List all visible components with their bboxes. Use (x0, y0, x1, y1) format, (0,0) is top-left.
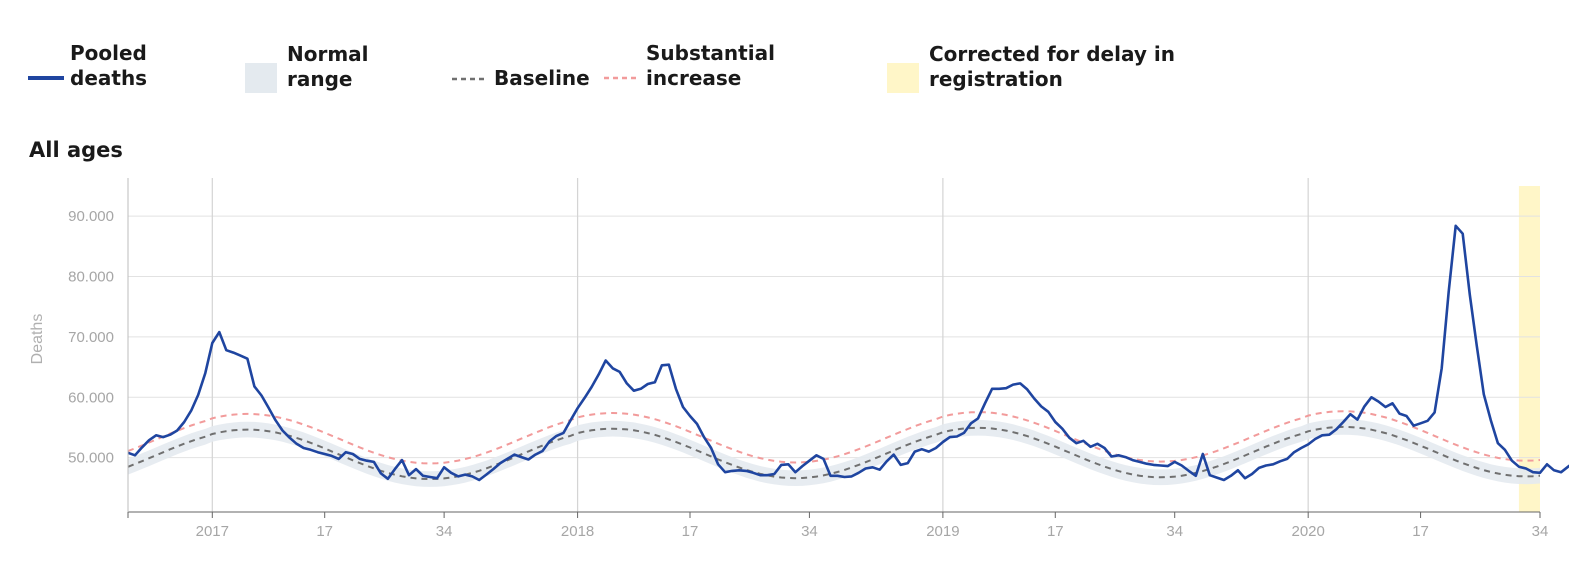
y-tick-label: 90.000 (68, 208, 114, 225)
x-tick-label: 2017 (196, 523, 229, 540)
y-tick-label: 60.000 (68, 389, 114, 406)
baseline-swatch (452, 77, 488, 80)
x-tick-label: 2018 (561, 523, 594, 540)
x-tick-label: 34 (801, 523, 818, 540)
chart-subtitle: All ages (29, 138, 123, 162)
x-tick-label: 17 (682, 523, 699, 540)
corrected-swatch (887, 63, 919, 93)
x-tick-label: 34 (436, 523, 453, 540)
legend-item-normal[interactable]: Normal range (245, 41, 369, 93)
x-tick-label: 17 (1047, 523, 1064, 540)
legend-label-corrected: Corrected for delay in registration (929, 42, 1175, 91)
legend-item-pooled[interactable]: Pooled deaths (28, 41, 147, 91)
legend-label-baseline: Baseline (494, 66, 590, 90)
x-tick-label: 34 (1532, 523, 1549, 540)
normal-range-swatch (245, 63, 277, 93)
substantial-increase-swatch (604, 76, 640, 80)
legend: Pooled deaths Normal range Baseline Subs… (0, 0, 1569, 110)
legend-item-corrected[interactable]: Corrected for delay in registration (887, 41, 1175, 93)
x-tick-label: 34 (1166, 523, 1183, 540)
baseline-line (127, 425, 1541, 481)
pooled-deaths-line (127, 224, 1569, 482)
legend-label-substantial: Substantial increase (646, 41, 775, 90)
corrected-region (1518, 186, 1540, 512)
y-tick-label: 50.000 (68, 450, 114, 467)
substantial-increase-line (127, 410, 1541, 465)
legend-label-pooled: Pooled deaths (70, 41, 148, 90)
x-tick-label: 17 (316, 523, 333, 540)
y-tick-label: 80.000 (68, 269, 114, 286)
x-tick-label: 2019 (926, 523, 959, 540)
legend-label-normal: Normal range (287, 42, 369, 91)
x-tick-label: 2020 (1291, 523, 1324, 540)
x-tick-label: 17 (1412, 523, 1429, 540)
legend-item-baseline[interactable]: Baseline (452, 66, 590, 91)
y-axis-title: Deaths (29, 314, 46, 365)
y-tick-label: 70.000 (68, 329, 114, 346)
legend-item-substantial[interactable]: Substantial increase (604, 41, 775, 91)
pooled-swatch (28, 76, 64, 80)
